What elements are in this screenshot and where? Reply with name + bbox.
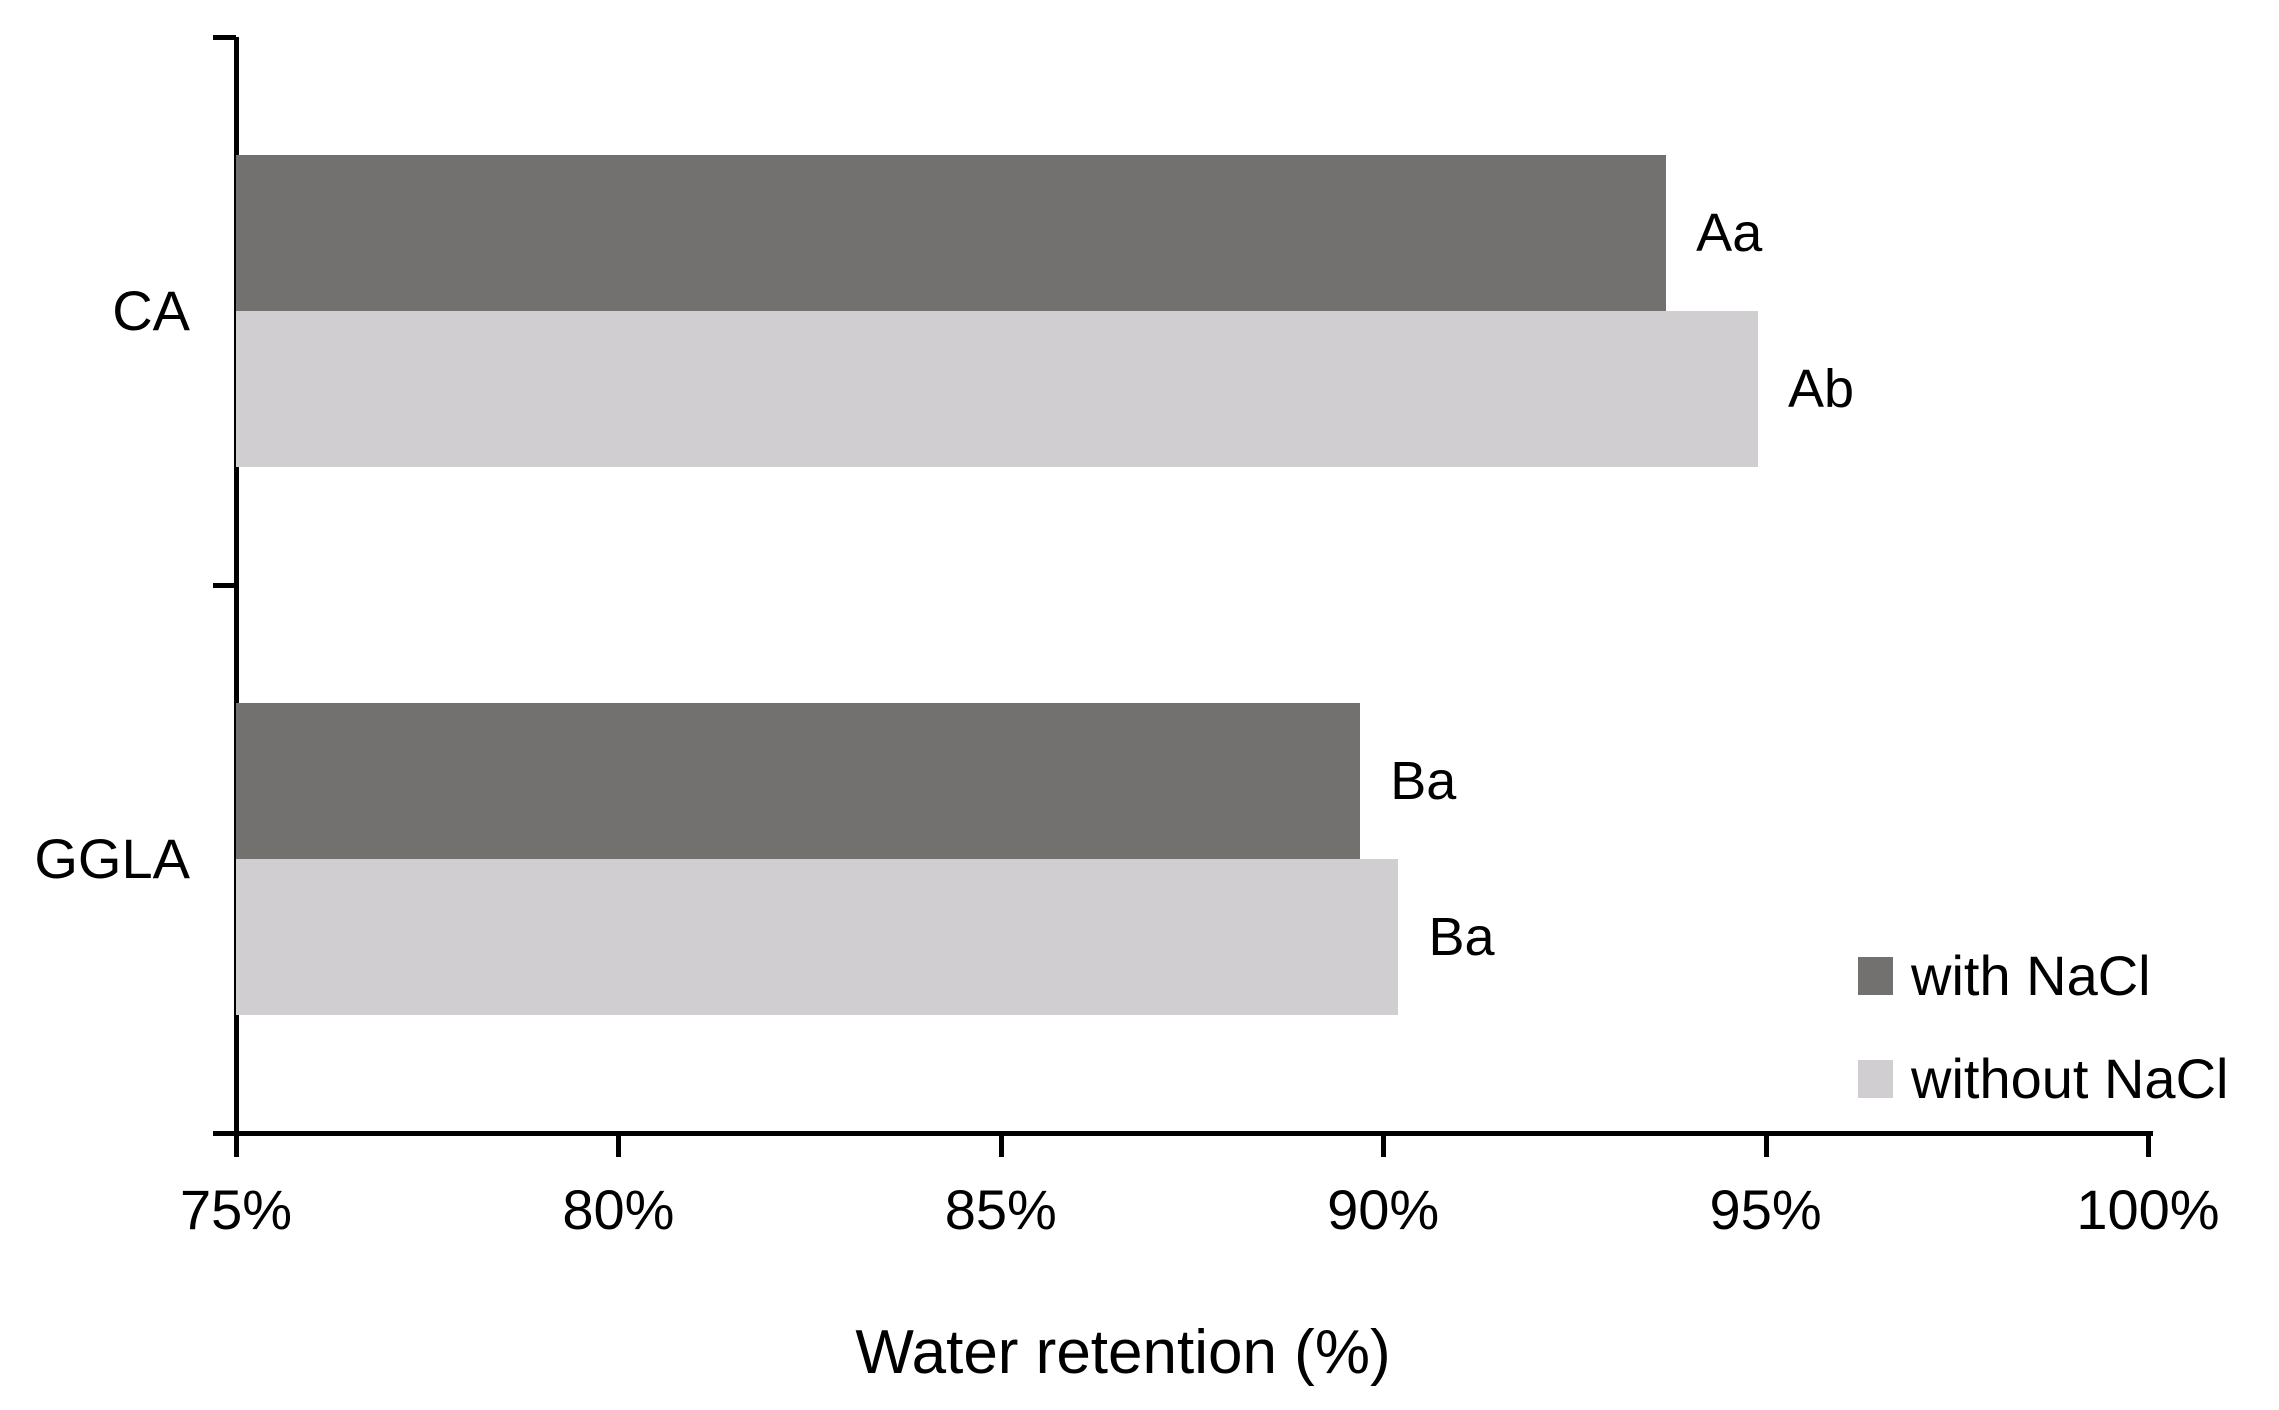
data-label-ggla-without-nacl: Ba <box>1428 907 1495 967</box>
x-tick-label: 85% <box>944 1178 1057 1241</box>
y-tick-mark <box>213 35 236 40</box>
category-label-ca: CA <box>112 279 190 342</box>
bar-ca-without-nacl <box>236 311 1758 467</box>
y-tick-mark <box>213 583 236 588</box>
x-tick-label: 95% <box>1709 1178 1822 1241</box>
y-tick-mark <box>213 1131 236 1136</box>
legend-swatch-with-nacl <box>1858 956 1893 995</box>
x-tick-label: 80% <box>562 1178 675 1241</box>
bar-ca-with-nacl <box>236 155 1667 311</box>
x-tick-label: 75% <box>179 1178 293 1241</box>
legend-item-without-nacl: without NaCl <box>1858 1047 2229 1110</box>
x-tick-label: 90% <box>1327 1178 1440 1241</box>
x-tick-mark <box>2146 1133 2151 1157</box>
x-tick-mark <box>616 1133 622 1157</box>
x-axis-line <box>234 1131 2153 1136</box>
legend: with NaCl without NaCl <box>1858 944 2229 1157</box>
data-label-ca-with-nacl: Aa <box>1696 203 1763 263</box>
data-label-ca-without-nacl: Ab <box>1787 359 1854 419</box>
category-label-ggla: GGLA <box>34 827 190 890</box>
legend-label-with-nacl: with NaCl <box>1911 944 2151 1007</box>
x-tick-mark <box>1381 1133 1387 1157</box>
x-tick-mark <box>234 1133 239 1157</box>
x-tick-mark <box>1763 1133 1769 1157</box>
legend-item-with-nacl: with NaCl <box>1858 944 2228 1007</box>
data-label-ggla-with-nacl: Ba <box>1390 751 1457 811</box>
legend-swatch-without-nacl <box>1858 1059 1893 1098</box>
bar-ggla-with-nacl <box>236 703 1361 859</box>
bar-ggla-without-nacl <box>236 859 1399 1015</box>
x-axis-title: Water retention (%) <box>855 1318 1391 1387</box>
x-tick-label: 100% <box>2076 1178 2220 1241</box>
y-axis-line <box>234 37 239 1157</box>
legend-label-without-nacl: without NaCl <box>1911 1047 2229 1110</box>
x-tick-mark <box>998 1133 1004 1157</box>
